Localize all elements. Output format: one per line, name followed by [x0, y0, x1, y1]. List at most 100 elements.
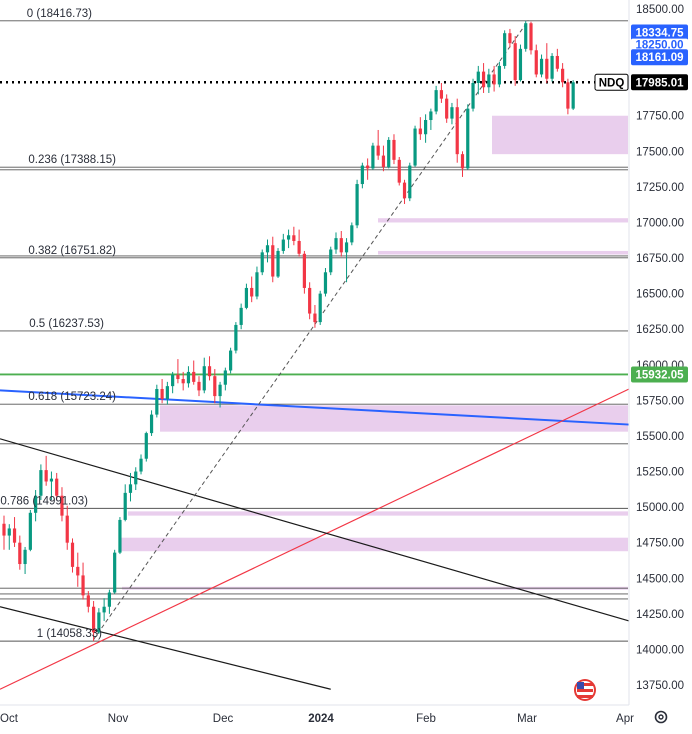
candle-body [481, 71, 486, 88]
candle-body [70, 542, 75, 567]
price-badge-label: 18161.09 [636, 52, 684, 64]
candle-body [471, 83, 475, 109]
candle-body [107, 592, 111, 607]
red-trend-line [0, 388, 630, 690]
fib-label-0.5: 0.5 (16237.53) [29, 318, 104, 330]
us-flag-icon[interactable] [574, 679, 596, 701]
price-tick-label: 16500.00 [636, 289, 684, 301]
candle-body [86, 595, 90, 607]
candle-body [550, 55, 554, 79]
price-tick-label: 16250.00 [636, 324, 684, 336]
candle-body [192, 371, 196, 382]
candle-body [339, 238, 343, 253]
price-tick-label: 15750.00 [636, 395, 684, 407]
candle-body [376, 145, 380, 156]
candle-body [408, 165, 412, 199]
price-tick-label: 17500.00 [636, 146, 684, 158]
candle-body [97, 612, 101, 633]
fib-label-0.236: 0.236 (17388.15) [28, 154, 116, 166]
candle-body [12, 528, 17, 543]
price-tick-label: 14750.00 [636, 538, 684, 550]
zone [160, 405, 628, 432]
price-tick-label: 14000.00 [636, 644, 684, 656]
price-tick-label: 15250.00 [636, 467, 684, 479]
candle-body [424, 120, 428, 135]
symbol-label: NDQ [599, 77, 625, 89]
candle-body [160, 388, 164, 399]
candle-body [460, 154, 465, 169]
time-tick-label: 2024 [308, 713, 334, 725]
candle-body [7, 528, 11, 536]
zone [378, 218, 628, 223]
time-tick-label: Oct [0, 713, 19, 725]
gear-icon[interactable] [654, 710, 668, 724]
price-badge [631, 366, 688, 383]
candle-body [213, 376, 217, 397]
candle-body [139, 458, 143, 472]
candle-body [76, 566, 80, 576]
time-tick-label: Apr [616, 713, 634, 725]
candle-body [292, 235, 296, 241]
candle-body [524, 23, 528, 49]
price-tick-label: 14500.00 [636, 573, 684, 585]
candle-body [113, 552, 117, 593]
candle-body [318, 293, 322, 323]
candle-body [487, 74, 491, 88]
candle-body [49, 478, 54, 482]
fib-labels: 0 (18416.73) 0.236 (17388.15) 0.382 (16751… [0, 8, 116, 640]
candle-body [466, 108, 470, 169]
candle-body [44, 470, 48, 482]
candle-body [518, 48, 523, 81]
fib-label-0: 0 (18416.73) [27, 8, 92, 20]
candle-body [234, 324, 238, 351]
candle-body [181, 379, 185, 384]
candle-body [555, 55, 559, 69]
time-tick-label: Mar [517, 713, 537, 725]
candle-body [197, 381, 201, 391]
candle-body [476, 71, 480, 84]
candle-body [81, 575, 85, 596]
candle-body [144, 433, 148, 459]
candle-body [529, 23, 533, 51]
candle-body [23, 549, 27, 565]
last-price-badge [631, 74, 688, 91]
candle-body [313, 313, 317, 323]
candle-body [39, 470, 43, 496]
candle-body [18, 542, 22, 565]
time-axis[interactable]: Oct Nov Dec 2024 Feb Mar Apr [0, 704, 634, 725]
candle-body [223, 370, 227, 385]
candle-body [255, 272, 259, 297]
candle-body [155, 388, 159, 415]
candle-body [429, 111, 433, 121]
price-tick-label: 17750.00 [636, 111, 684, 123]
candle-body [149, 414, 154, 434]
candle-body [561, 68, 565, 83]
candle-body [492, 74, 496, 85]
candle-body [276, 250, 280, 277]
candle-body [503, 33, 507, 66]
candle-body [534, 50, 538, 75]
price-badge-label: 18334.75 [636, 28, 685, 40]
candle-body [539, 58, 544, 75]
price-badge [631, 24, 688, 41]
candle-body [355, 184, 359, 226]
candle-body [281, 239, 285, 251]
candle-body [102, 606, 106, 613]
candle-body [2, 523, 6, 536]
candle-body [55, 478, 59, 496]
price-badge-label: 18250.00 [636, 40, 684, 52]
candle-body [28, 512, 32, 550]
price-tick-label: 18500.00 [636, 4, 684, 16]
time-tick-label: Feb [416, 713, 436, 725]
fib-label-0.382: 0.382 (16751.82) [28, 245, 116, 257]
black-channel-lower [0, 606, 331, 690]
candle-body [239, 307, 243, 325]
candle-body [402, 182, 407, 199]
candle-body [360, 165, 364, 185]
zone [120, 537, 628, 552]
candle-body [455, 107, 459, 155]
symbol-badge [594, 73, 629, 91]
candle-body [186, 371, 191, 384]
candle-body [497, 65, 501, 85]
